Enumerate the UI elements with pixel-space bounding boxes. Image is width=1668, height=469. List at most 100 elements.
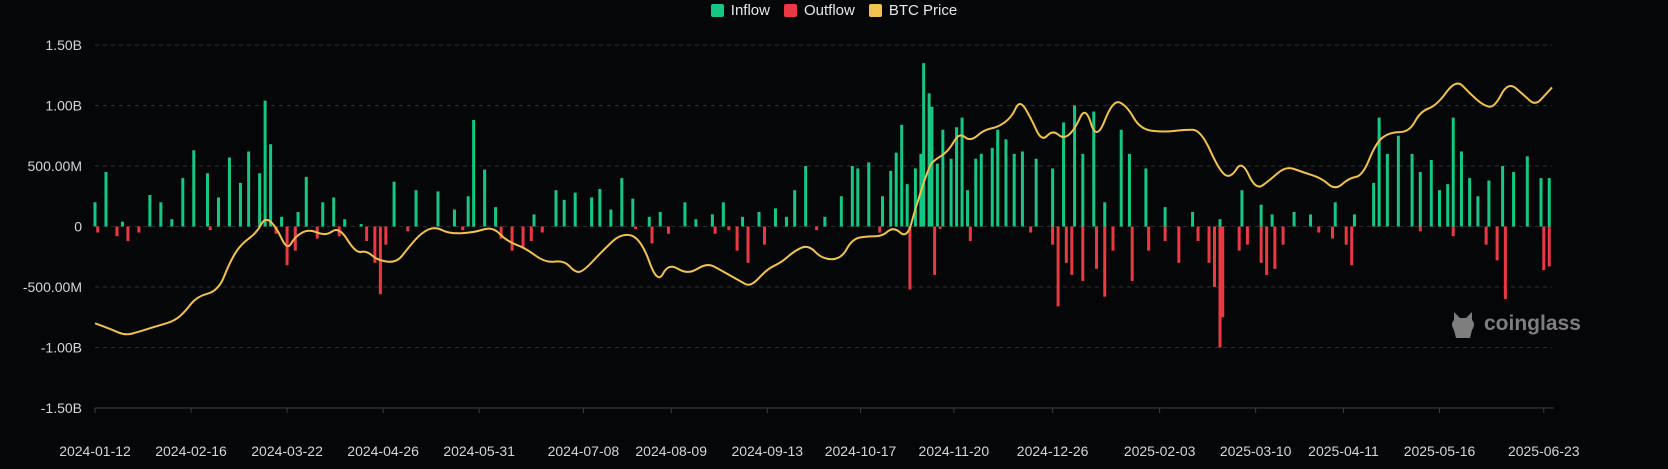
inflow-bar — [269, 144, 273, 227]
x-tick-label: 2025-04-11 — [1308, 443, 1379, 459]
inflow-bar — [120, 221, 124, 227]
inflow-bar — [996, 129, 1000, 227]
outflow-bar — [1213, 226, 1217, 287]
inflow-bar — [922, 63, 926, 227]
outflow-bar — [1547, 226, 1551, 267]
inflow-bar — [1012, 153, 1016, 227]
outflow-bar — [1207, 226, 1211, 263]
inflow-bar — [1051, 168, 1055, 227]
x-tick-label: 2024-03-22 — [251, 443, 323, 459]
inflow-bar — [472, 120, 476, 227]
outflow-bar — [115, 226, 119, 237]
x-tick-label: 2024-05-31 — [443, 443, 515, 459]
inflow-bar — [1418, 172, 1422, 227]
inflow-bar — [104, 172, 108, 227]
x-tick-label: 2025-02-03 — [1124, 443, 1196, 459]
outflow-bar — [1029, 226, 1033, 233]
inflow-bar — [554, 190, 558, 227]
inflow-bar — [620, 178, 624, 227]
legend-label-outflow: Outflow — [803, 2, 855, 19]
inflow-bar — [894, 152, 898, 227]
outflow-bar — [1281, 226, 1285, 245]
inflow-bar — [181, 178, 185, 227]
inflow-bar — [452, 209, 456, 227]
x-tick-label: 2024-07-08 — [548, 443, 620, 459]
inflow-bar — [900, 124, 904, 227]
outflow-bar — [540, 226, 544, 233]
inflow-bar — [850, 166, 854, 227]
outflow-bar — [1056, 226, 1060, 307]
legend-item-btc-price[interactable]: BTC Price — [868, 2, 957, 19]
inflow-bar — [263, 100, 267, 227]
inflow-bar — [343, 219, 347, 227]
x-tick-label: 2024-02-16 — [155, 443, 227, 459]
inflow-bar — [148, 195, 152, 227]
outflow-bar — [1245, 226, 1249, 245]
inflow-bar — [955, 127, 959, 227]
y-tick-label: 0 — [74, 219, 82, 235]
outflow-bar — [746, 226, 750, 263]
btc-price-line — [94, 82, 1553, 336]
outflow-bar — [137, 226, 141, 233]
inflow-bar — [359, 224, 363, 227]
outflow-bar — [1081, 226, 1085, 281]
inflow-bar — [1092, 111, 1096, 227]
outflow-bar — [1163, 226, 1167, 242]
inflow-bar — [609, 209, 613, 227]
inflow-bar — [694, 219, 698, 227]
inflow-bar — [1034, 158, 1038, 227]
legend: Inflow Outflow BTC Price — [0, 2, 1668, 19]
legend-item-inflow[interactable]: Inflow — [710, 2, 770, 19]
outflow-bar — [650, 226, 654, 244]
x-tick-label: 2025-03-10 — [1220, 443, 1292, 459]
outflow-bar — [521, 226, 525, 249]
watermark: coinglass — [1448, 308, 1581, 340]
inflow-bar — [598, 188, 602, 227]
inflow-bar — [205, 173, 209, 227]
inflow-bar — [1073, 105, 1077, 227]
outflow-bar — [1095, 226, 1099, 269]
outflow-bar — [510, 226, 514, 251]
outflow-bar — [96, 226, 100, 233]
inflow-bar — [332, 197, 336, 227]
inflow-bar — [532, 214, 536, 227]
inflow-bar — [562, 199, 566, 227]
outflow-bar — [1051, 226, 1055, 245]
outflow-bar — [727, 226, 731, 231]
outflow-bar — [365, 226, 369, 242]
inflow-bar — [321, 202, 325, 227]
inflow-bar — [773, 208, 777, 227]
inflow-bar — [573, 192, 577, 227]
inflow-bar — [683, 202, 687, 227]
inflow-bar — [1062, 122, 1066, 227]
outflow-bar — [1196, 226, 1200, 242]
y-tick-label: -1.00B — [41, 340, 82, 356]
inflow-bar — [966, 190, 970, 227]
legend-label-inflow: Inflow — [730, 2, 770, 19]
outflow-bar — [1317, 226, 1321, 233]
x-tick-label: 2024-12-26 — [1017, 443, 1089, 459]
inflow-bar — [466, 196, 470, 227]
x-tick-label: 2025-06-23 — [1508, 443, 1580, 459]
inflow-bar — [1309, 214, 1313, 227]
outflow-bar — [1542, 226, 1546, 271]
outflow-bar — [1350, 226, 1354, 266]
inflow-bar — [1240, 190, 1244, 227]
legend-item-outflow[interactable]: Outflow — [783, 2, 855, 19]
outflow-bar — [1064, 226, 1068, 263]
inflow-bar — [1144, 168, 1148, 227]
inflow-bar — [927, 93, 931, 227]
inflow-bar — [392, 181, 396, 227]
outflow-bar — [1273, 226, 1277, 269]
inflow-bar — [258, 173, 262, 227]
x-tick-label: 2024-08-09 — [635, 443, 707, 459]
outflow-bar — [1503, 226, 1507, 300]
inflow-bar — [867, 162, 871, 227]
outflow-bar — [1177, 226, 1181, 263]
inflow-bar — [905, 184, 909, 227]
inflow-bar — [1476, 196, 1480, 227]
outflow-bar — [1130, 226, 1134, 281]
inflow-bar — [793, 190, 797, 227]
inflow-bar — [1259, 204, 1263, 227]
